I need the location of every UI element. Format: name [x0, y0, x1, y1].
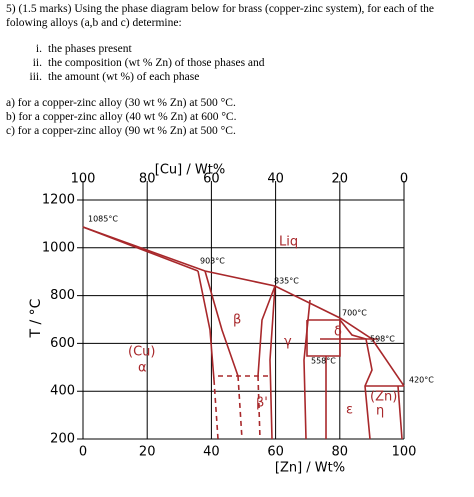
y-tick-label: 1000 [42, 240, 75, 255]
annotation: ε [346, 403, 353, 418]
item-text: the phases present [48, 43, 132, 55]
annotation: 835°C [274, 277, 299, 286]
x-tick-label: 40 [203, 445, 220, 460]
item-marker: i. [35, 43, 42, 55]
part: b) for a copper-zinc alloy (40 wt % Zn) … [6, 111, 237, 123]
y-tick-label: 400 [50, 384, 75, 399]
item-marker: iii. [29, 71, 42, 83]
problem-text: 5) (1.5 marks) Using the phase diagram b… [6, 2, 468, 138]
x-tick-label: 0 [79, 445, 87, 460]
annotation: η [376, 404, 384, 419]
alpha-boundary-dashed [213, 379, 219, 440]
gamma-left [269, 285, 276, 440]
item: iii. the amount (wt %) of each phase [28, 70, 468, 84]
solidus [82, 226, 199, 272]
y-tick-label: 200 [50, 432, 75, 447]
y-tick-label: 800 [50, 288, 75, 303]
item-list: i. the phases present ii. the composition … [28, 42, 468, 84]
top-axis-label: [Cu] / Wt% [155, 163, 225, 178]
delta-box [306, 319, 341, 357]
annotation: 598°C [370, 335, 395, 344]
top-tick-label: 100 [71, 172, 96, 187]
annotation: (Cu) [128, 345, 155, 360]
top-tick-label: 20 [332, 172, 349, 187]
item: ii. the composition (wt % Zn) of those ph… [28, 56, 468, 70]
x-tick-label: 100 [392, 445, 417, 460]
alpha-boundary [197, 270, 215, 381]
beta-right [257, 285, 276, 377]
annotation: Liq [279, 235, 298, 250]
y-tick-label: 1200 [42, 193, 75, 208]
y-tick-label: 600 [50, 336, 75, 351]
y-axis-label: T / °C [28, 298, 44, 338]
annotation: δ [334, 325, 342, 340]
x-axis-label: [Zn] / Wt% [275, 461, 345, 476]
beta-left [204, 270, 239, 377]
phase-boundaries [82, 226, 405, 440]
annotation: 700°C [342, 309, 367, 318]
annotation: 420°C [409, 376, 434, 385]
annotation: β [233, 313, 241, 328]
liquidus [82, 226, 405, 387]
top-tick-label: 60 [203, 172, 220, 187]
part: c) for a copper-zinc alloy (90 wt % Zn) … [6, 125, 236, 137]
question: 5) (1.5 marks) Using the phase diagram b… [6, 3, 434, 29]
item: i. the phases present [28, 42, 468, 56]
annotation: α [138, 361, 147, 376]
top-tick-label: 80 [139, 172, 156, 187]
epsilon-right [339, 319, 373, 440]
annotation: 903°C [200, 257, 225, 266]
part: a) for a copper-zinc alloy (30 wt % Zn) … [6, 97, 236, 109]
top-tick-label: 0 [400, 172, 408, 187]
annotation: 558°C [311, 357, 336, 366]
beta-prime-right [257, 375, 261, 440]
annotation: γ [284, 335, 292, 350]
item-text: the amount (wt %) of each phase [48, 71, 200, 83]
item-text: the composition (wt % Zn) of those phase… [48, 57, 265, 69]
x-tick-label: 80 [332, 445, 349, 460]
x-tick-label: 60 [267, 445, 284, 460]
eta-boundary [397, 385, 403, 440]
annotation: 1085°C [88, 215, 118, 224]
annotation: (Zn) [370, 390, 397, 405]
top-tick-label: 40 [267, 172, 284, 187]
beta-prime-left [237, 375, 243, 440]
x-tick-label: 20 [139, 445, 156, 460]
item-marker: ii. [32, 57, 42, 69]
annotation: β' [256, 396, 268, 411]
phase-diagram: [Cu] / Wt% [Zn] / Wt% T / °C 0 20 40 60 80 10… [28, 163, 434, 476]
